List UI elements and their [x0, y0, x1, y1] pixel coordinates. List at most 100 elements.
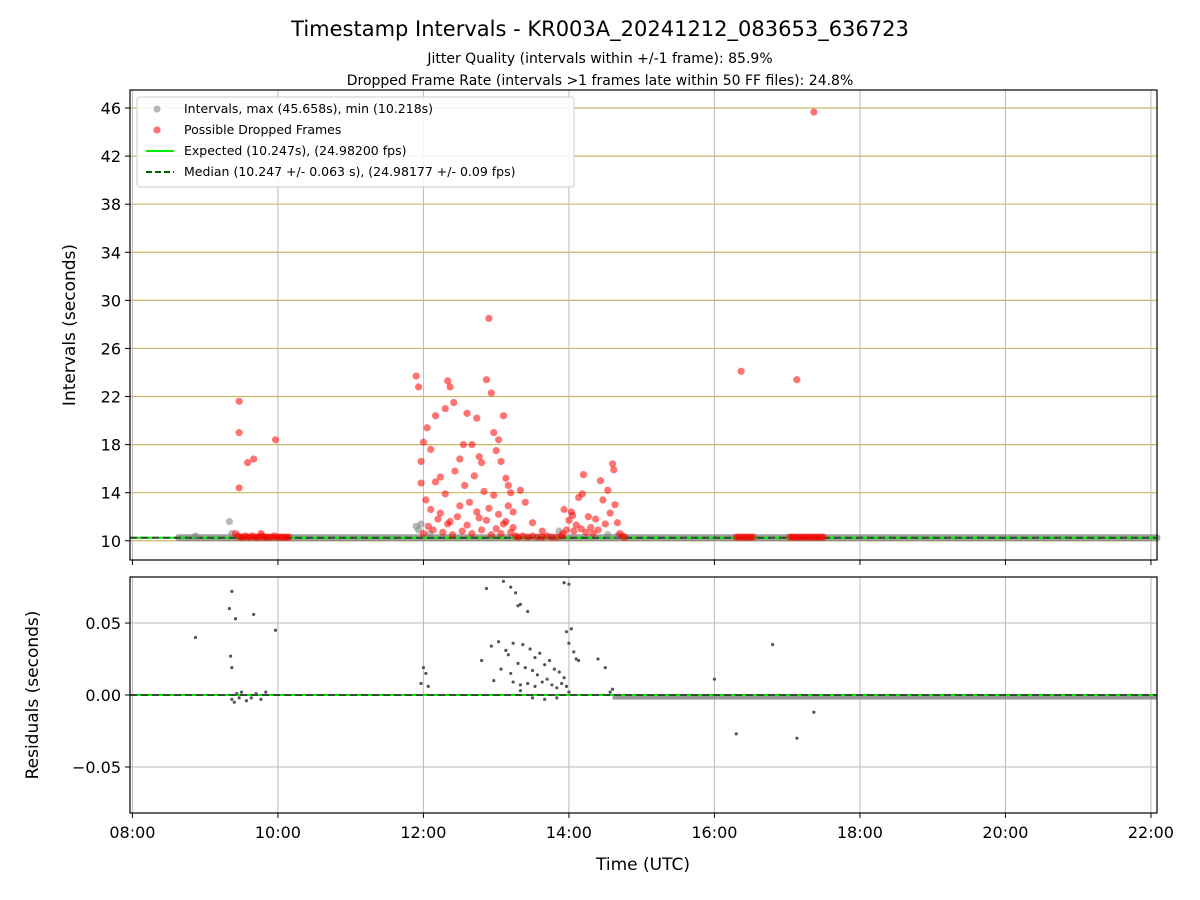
- residual-point: [734, 732, 738, 736]
- dropped-frame-point: [436, 473, 445, 481]
- residual-point: [567, 582, 571, 586]
- intervals-y-tick-label: 46: [101, 99, 121, 118]
- x-tick-label: 20:00: [982, 823, 1028, 842]
- dropped-frame-point: [507, 489, 515, 497]
- dropped-frame-point: [810, 108, 818, 116]
- residual-point: [608, 690, 612, 694]
- dropped-frame-point: [431, 412, 440, 420]
- dropped-frame-point: [560, 505, 568, 514]
- residual-point: [516, 661, 520, 665]
- dropped-frame-point: [504, 502, 512, 510]
- legend-frame: [136, 96, 575, 188]
- dropped-frame-point: [414, 383, 423, 391]
- residual-point: [230, 697, 234, 701]
- residual-point: [233, 617, 238, 621]
- residual-point: [530, 696, 535, 700]
- legend-entry-expected: Expected (10.247s), (24.98200 fps): [184, 143, 406, 158]
- residual-point: [249, 696, 253, 700]
- residual-point: [259, 697, 263, 701]
- dropped-frame-point: [422, 496, 430, 504]
- residual-point: [421, 666, 426, 670]
- dropped-frame-point: [450, 398, 458, 407]
- residual-point: [564, 684, 569, 688]
- dropped-frame-point: [439, 528, 447, 536]
- dropped-frame-point: [604, 486, 612, 494]
- residual-point: [712, 677, 717, 681]
- dropped-frame-point: [485, 314, 493, 322]
- residual-point: [577, 658, 581, 663]
- intervals-y-tick-label: 10: [101, 532, 121, 551]
- residual-point: [516, 604, 520, 608]
- dropped-frame-point: [819, 533, 828, 541]
- intervals-panel: 10 14 18 22 26 30 34 38 42 46 Intervals (seconds)…: [60, 89, 1161, 565]
- dropped-frame-point: [606, 509, 614, 517]
- dropped-frame-point: [492, 447, 500, 455]
- residual-point: [509, 585, 513, 589]
- residual-point: [574, 657, 578, 661]
- intervals-y-tick-label: 14: [101, 484, 121, 503]
- residual-point: [530, 668, 535, 673]
- residuals-x-ticks: 08:00 10:00 12:00 14:00 16:00 18:00 20:00 22:00: [109, 813, 1174, 842]
- residuals-y-tick-label: −0.05: [72, 758, 121, 777]
- residual-point: [550, 683, 554, 687]
- intervals-axes-frame: [129, 89, 1158, 561]
- dropped-frame-point: [451, 467, 459, 475]
- dropped-frame-point: [592, 515, 600, 523]
- residual-point: [526, 681, 530, 686]
- dropped-frame-point: [429, 526, 437, 534]
- dropped-frame-point: [487, 531, 495, 539]
- dropped-frame-point: [584, 513, 592, 521]
- intervals-y-ticks: 10 14 18 22 26 30 34 38 42 46: [101, 99, 130, 551]
- dropped-frame-point: [538, 527, 546, 535]
- dropped-frame-point: [485, 504, 493, 512]
- residual-point: [771, 643, 775, 647]
- dropped-frame-point: [427, 505, 435, 514]
- residuals-y-tick-label: 0.00: [85, 686, 121, 705]
- intervals-y-tick-label: 18: [101, 436, 121, 455]
- dropped-frame-point: [436, 509, 445, 517]
- dropped-frame-point: [793, 376, 801, 384]
- dropped-frame-point: [611, 501, 619, 509]
- dropped-frame-point: [492, 525, 500, 533]
- residual-point: [518, 683, 523, 687]
- residuals-y-ticks: 0.05 0.00 −0.05: [72, 614, 130, 777]
- dropped-frame-point: [468, 529, 476, 538]
- dropped-frame-point: [509, 508, 517, 516]
- residual-point: [795, 736, 799, 740]
- dropped-frame-point: [521, 498, 529, 506]
- residual-point: [229, 654, 233, 658]
- dropped-frame-point: [448, 531, 457, 539]
- dropped-frame-point: [601, 520, 609, 528]
- dropped-frame-point: [459, 441, 468, 449]
- dropped-frame-point: [419, 438, 428, 446]
- intervals-y-tick-label: 34: [101, 243, 121, 262]
- interval-point: [191, 532, 200, 540]
- residual-point: [239, 690, 244, 694]
- residual-point: [603, 666, 607, 670]
- chart-title: Timestamp Intervals - KR003A_20241212_08…: [290, 17, 909, 42]
- dropped-frame-point: [470, 472, 478, 480]
- x-tick-label: 18:00: [837, 823, 883, 842]
- dropped-frame-point: [456, 502, 464, 510]
- residual-point: [572, 650, 576, 654]
- residual-point: [812, 710, 816, 714]
- residuals-y-tick-label: 0.05: [85, 614, 121, 633]
- residuals-reference-lines: [130, 694, 1157, 700]
- dropped-frame-point: [235, 397, 243, 405]
- residual-point: [504, 648, 508, 652]
- interval-point: [604, 531, 612, 539]
- residual-point: [230, 666, 234, 670]
- residual-point: [227, 607, 232, 611]
- dropped-frame-point: [490, 428, 498, 437]
- residuals-y-axis-label: Residuals (seconds): [23, 611, 43, 780]
- residual-point: [230, 589, 234, 593]
- legend-entry-dropped: Possible Dropped Frames: [184, 122, 341, 137]
- dropped-frame-point: [568, 511, 577, 520]
- dropped-frame-point: [423, 424, 431, 432]
- intervals-y-tick-label: 30: [101, 291, 121, 310]
- residual-point: [506, 653, 510, 657]
- residual-point: [264, 690, 268, 694]
- dropped-frame-point: [285, 533, 293, 541]
- residual-point: [552, 667, 556, 671]
- residual-point: [547, 658, 552, 663]
